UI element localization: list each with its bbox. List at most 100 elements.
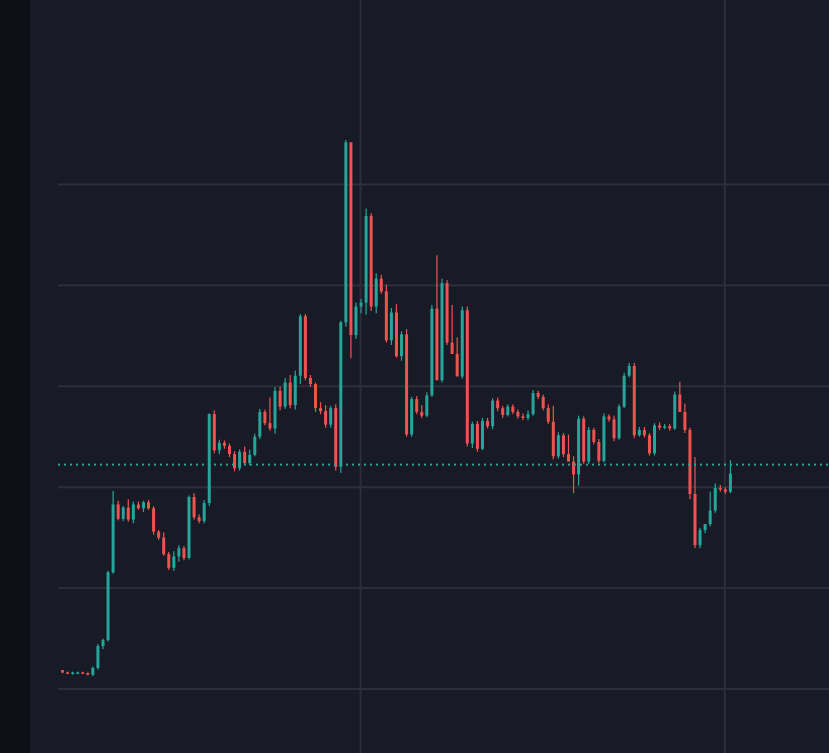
candle-117 — [653, 423, 657, 456]
candle-58 — [354, 302, 358, 339]
candle-36 — [243, 446, 247, 466]
candle-body — [526, 414, 530, 418]
candle-body — [723, 489, 727, 492]
candle-54 — [334, 404, 338, 471]
candle-body — [389, 312, 393, 341]
candle-body — [207, 414, 211, 504]
candle-body — [486, 420, 490, 427]
candle-body — [298, 316, 302, 376]
candle-0 — [61, 670, 64, 674]
candle-113 — [632, 362, 636, 439]
candle-27 — [197, 514, 201, 524]
candle-body — [400, 334, 404, 357]
candle-body — [394, 312, 398, 357]
candle-body — [556, 435, 560, 457]
candle-90 — [516, 409, 520, 419]
candle-body — [222, 442, 226, 446]
candle-body — [324, 411, 328, 425]
candle-61 — [369, 213, 373, 311]
candle-body — [293, 375, 297, 406]
candle-17 — [147, 499, 151, 510]
candle-23 — [177, 545, 181, 562]
candle-80 — [465, 306, 469, 447]
candle-body — [339, 322, 343, 467]
candle-85 — [491, 398, 495, 430]
candle-50 — [314, 382, 317, 412]
candle-99 — [561, 432, 565, 458]
candle-body — [582, 418, 586, 462]
candle-body — [126, 507, 130, 520]
candle-body — [420, 411, 424, 416]
candle-116 — [647, 432, 651, 456]
candle-93 — [531, 390, 535, 416]
candle-body — [253, 436, 257, 455]
candle-97 — [551, 405, 555, 460]
candle-114 — [637, 426, 641, 437]
candle-body — [693, 493, 697, 546]
candle-38 — [253, 433, 257, 457]
candle-body — [273, 390, 277, 429]
candle-body — [162, 537, 166, 555]
candle-46 — [293, 370, 297, 410]
candle-body — [653, 425, 657, 454]
candle-body — [501, 408, 505, 415]
candle-19 — [157, 530, 161, 540]
candle-25 — [187, 495, 191, 560]
candle-body — [445, 283, 449, 343]
candle-21 — [167, 551, 171, 571]
candle-131 — [723, 487, 727, 494]
candle-body — [703, 524, 707, 531]
candle-92 — [526, 410, 530, 421]
candle-104 — [587, 426, 591, 464]
candle-body — [587, 429, 591, 462]
candle-40 — [263, 409, 267, 426]
candle-53 — [329, 405, 333, 428]
candle-44 — [283, 378, 287, 409]
candle-body — [475, 423, 479, 449]
candle-3 — [76, 671, 80, 674]
candle-body — [177, 548, 181, 557]
candle-body — [506, 406, 510, 415]
candle-72 — [425, 392, 429, 418]
candle-body — [698, 530, 702, 546]
candle-98 — [556, 432, 560, 459]
candle-1 — [66, 671, 70, 674]
candle-62 — [374, 273, 378, 314]
candle-body — [96, 646, 100, 668]
candle-15 — [136, 501, 140, 510]
candle-132 — [728, 460, 732, 494]
candle-body — [602, 416, 606, 461]
candle-14 — [131, 501, 135, 524]
candle-20 — [162, 532, 166, 556]
candle-122 — [678, 381, 682, 412]
candle-body — [334, 408, 338, 467]
candle-33 — [227, 443, 231, 458]
candle-67 — [400, 331, 404, 361]
candle-106 — [597, 438, 601, 464]
candle-56 — [344, 140, 348, 327]
candle-2 — [71, 671, 75, 675]
candle-123 — [683, 403, 687, 433]
candle-69 — [410, 396, 414, 437]
candle-body — [440, 283, 444, 381]
candle-107 — [602, 413, 606, 463]
candle-88 — [506, 404, 510, 417]
candle-body — [627, 365, 631, 376]
candle-body — [607, 416, 611, 420]
candle-body — [728, 473, 732, 492]
candle-37 — [248, 449, 252, 466]
candle-32 — [222, 440, 226, 449]
candle-78 — [455, 337, 459, 377]
candle-96 — [546, 404, 550, 424]
candle-body — [101, 640, 105, 647]
candle-130 — [718, 484, 722, 492]
candle-48 — [303, 314, 307, 381]
candle-86 — [496, 397, 500, 412]
candle-body — [430, 308, 434, 396]
candle-body — [491, 400, 495, 427]
candle-110 — [617, 404, 621, 440]
candle-29 — [207, 413, 211, 507]
candle-body — [668, 426, 672, 429]
candle-body — [425, 395, 429, 416]
